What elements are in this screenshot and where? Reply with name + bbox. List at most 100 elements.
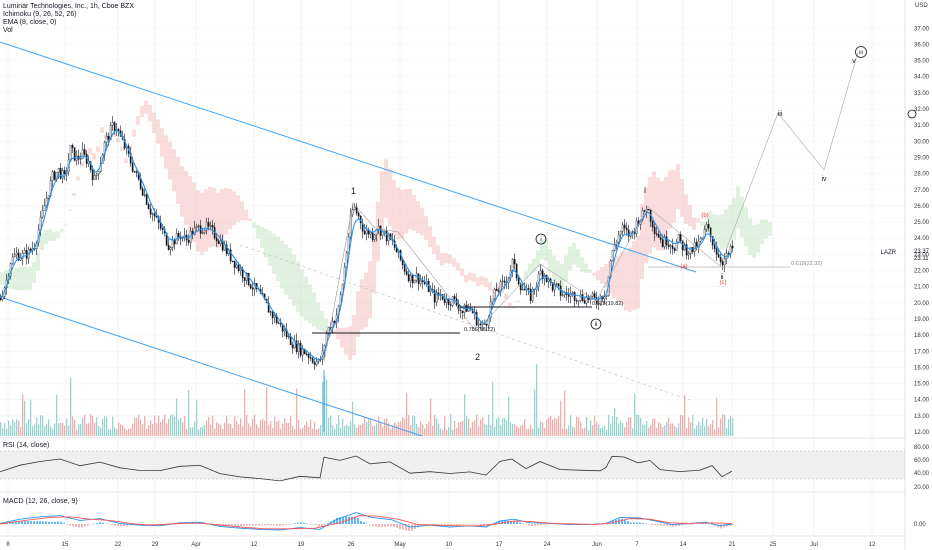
macd-hist-bar — [660, 524, 662, 526]
candle-body — [655, 233, 658, 235]
volume-bar — [724, 414, 726, 436]
price-tick-11: 26.00 — [914, 204, 930, 210]
cloud-block — [664, 176, 668, 242]
cloud-block — [292, 254, 296, 306]
macd-hist-bar — [555, 524, 557, 525]
macd-hist-bar — [18, 521, 20, 524]
cloud-block — [436, 245, 440, 261]
rsi-label: RSI (14, close) — [3, 442, 50, 449]
candle-body — [573, 292, 576, 301]
cloud-block — [516, 300, 520, 303]
price-tick-14: 23.00 — [914, 252, 930, 258]
wave-label-v: v — [852, 58, 856, 65]
volume-bar — [612, 416, 614, 436]
candle-body — [47, 195, 50, 199]
macd-hist-bar — [288, 524, 290, 525]
volume-bar — [402, 417, 404, 436]
volume-bar — [16, 419, 18, 436]
channel-lower-line[interactable] — [0, 296, 423, 437]
price-tick-20: 17.00 — [914, 349, 930, 355]
symbol-tag: LAZR — [881, 250, 897, 256]
volume-bar — [538, 427, 540, 436]
macd-hist-bar — [339, 517, 341, 524]
candle-body — [711, 236, 714, 246]
candle-body — [161, 228, 164, 230]
wave-label-iii: iii — [778, 111, 783, 118]
volume-bar — [680, 414, 682, 436]
volume-bar — [290, 415, 292, 436]
volume-bar — [404, 418, 406, 436]
volume-bar — [268, 424, 270, 436]
volume-bar — [698, 421, 700, 436]
candle-body — [107, 135, 110, 140]
macd-hist-bar — [276, 524, 278, 526]
cloud-block — [556, 260, 560, 287]
cloud-block — [540, 239, 544, 260]
volume-bar — [140, 419, 142, 436]
volume-bar — [618, 423, 620, 436]
time-axis[interactable]: 8 15 22 29 Apr 12 19 26 May 10 17 24 Jun 7 14 21 25 Jul 12 — [6, 542, 876, 548]
volume-bar — [278, 420, 280, 436]
volume-bar — [282, 423, 284, 436]
volume-bar — [342, 418, 344, 436]
macd-hist-bar — [375, 524, 377, 527]
candle-body — [113, 122, 116, 131]
cloud-block — [348, 326, 352, 361]
grid — [0, 0, 905, 536]
channel-upper-line[interactable] — [0, 41, 697, 273]
volume-bar — [472, 421, 474, 436]
volume-bar — [524, 419, 526, 436]
volume-bar — [494, 426, 496, 436]
volume-bar — [242, 426, 244, 436]
candle-body — [41, 210, 44, 218]
time-tick-6: 19 — [298, 542, 305, 548]
volume-bar — [616, 416, 618, 436]
macd-hist-bar — [669, 524, 671, 527]
volume-bar — [678, 423, 680, 436]
volume-bar — [272, 428, 274, 436]
edge-circle — [907, 109, 917, 119]
volume-bar — [432, 426, 434, 436]
volume-bar — [252, 418, 254, 436]
candle-body — [689, 247, 692, 254]
price-axis[interactable]: 37.00 36.00 35.00 34.00 33.00 32.00 31.00 30.00… — [914, 26, 930, 436]
volume-bar — [298, 420, 300, 436]
cloud-block — [400, 189, 404, 239]
candle-body — [147, 204, 150, 210]
candle-body — [615, 241, 618, 245]
cloud-block — [176, 157, 180, 204]
volume-bar — [644, 424, 646, 436]
macd-hist-bar — [552, 524, 554, 525]
candle-body — [577, 300, 580, 302]
candle-body — [587, 296, 590, 300]
cloud-block — [480, 276, 484, 286]
volume-bar — [166, 423, 168, 436]
cloud-block — [356, 291, 360, 337]
volume-bar — [122, 425, 124, 436]
candle-body — [209, 225, 212, 227]
macd-hist-bar — [447, 524, 449, 527]
edge-marker — [907, 109, 917, 119]
volume-bar — [284, 417, 286, 436]
macd-hist-bar — [300, 522, 302, 524]
last-price-label-2: 23.11 — [914, 256, 929, 262]
wave-label-b: (b) — [701, 213, 708, 219]
time-tick-17: Jul — [810, 542, 818, 548]
volume-bar — [546, 419, 548, 436]
candle-body — [597, 303, 600, 305]
cloud-block — [380, 171, 384, 231]
volume-bar — [40, 415, 42, 436]
volume-bar — [348, 425, 350, 436]
candle-body — [345, 252, 348, 268]
candle-body — [269, 311, 272, 313]
cloud-block — [224, 188, 228, 235]
volume-bar — [192, 427, 194, 436]
time-tick-14: 14 — [680, 542, 687, 548]
candle-body — [225, 244, 228, 255]
volume-bar — [76, 429, 78, 436]
cloud-block — [544, 238, 548, 261]
volume-bar — [218, 423, 220, 436]
volume-bar — [444, 416, 446, 436]
rsi-tick-20: 20.00 — [914, 485, 930, 491]
